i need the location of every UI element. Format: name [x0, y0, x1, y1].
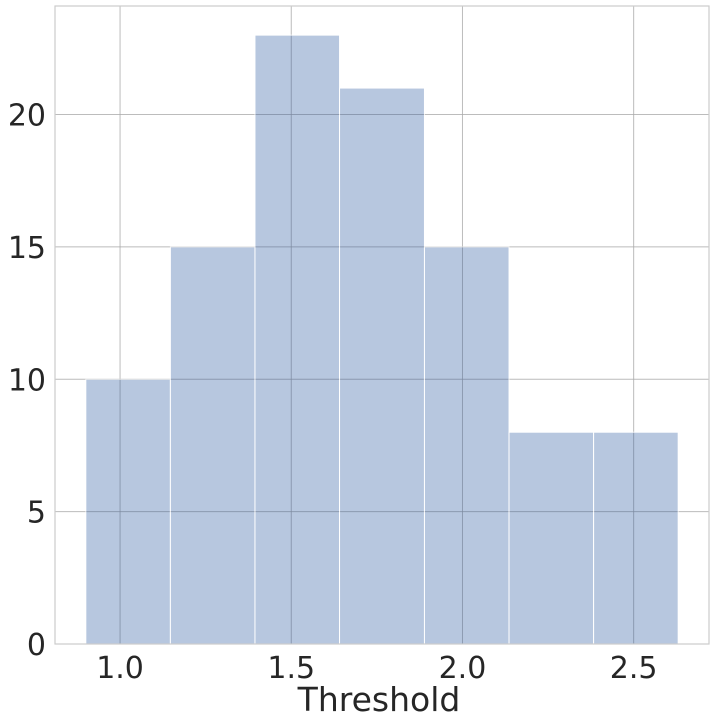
- x-axis-label: Threshold: [297, 680, 461, 719]
- y-tick-label: 5: [27, 496, 46, 531]
- x-tick-label: 1.5: [267, 651, 315, 686]
- y-tick-label: 15: [8, 231, 46, 266]
- histogram-bar: [423, 246, 510, 645]
- x-tick-labels: 1.0 1.5 2.0 2.5: [96, 651, 657, 686]
- histogram-bar: [508, 431, 595, 645]
- y-tick-label: 20: [8, 99, 46, 134]
- y-tick-label: 10: [8, 363, 46, 398]
- bars: [85, 34, 679, 645]
- histogram-bar: [593, 431, 679, 645]
- histogram-bar: [339, 87, 425, 645]
- y-tick-label: 0: [27, 628, 46, 663]
- y-tick-labels: 0 5 10 15 20: [8, 99, 46, 663]
- histogram-bar: [254, 34, 341, 645]
- histogram-bar: [85, 378, 171, 645]
- x-tick-label: 2.0: [439, 651, 487, 686]
- x-tick-label: 2.5: [610, 651, 658, 686]
- histogram-bar: [169, 246, 256, 645]
- grid-overlay: [55, 6, 709, 644]
- plot-frame: [54, 5, 710, 645]
- x-tick-label: 1.0: [96, 651, 144, 686]
